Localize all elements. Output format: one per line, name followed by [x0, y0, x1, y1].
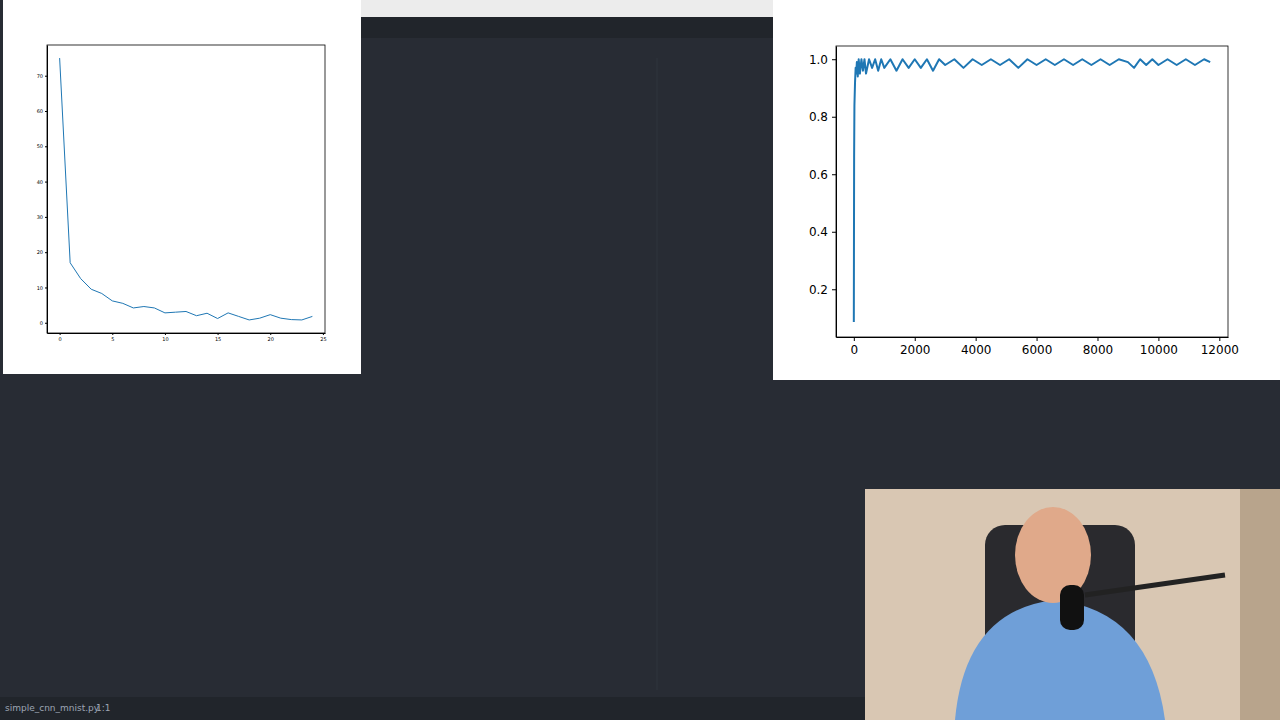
plot-frame — [47, 45, 325, 333]
y-tick-mark — [832, 117, 836, 118]
y-tick: 20 — [37, 249, 47, 255]
x-tick-mark — [854, 337, 855, 341]
y-axis: 0 10 20 30 40 50 60 70 — [37, 46, 48, 334]
x-tick-label: 10000 — [1140, 343, 1178, 357]
x-tick: 25 — [320, 333, 326, 342]
data-line — [60, 58, 313, 320]
y-tick-label: 1.0 — [809, 53, 828, 67]
x-tick-label: 15 — [215, 336, 221, 342]
x-tick-mark — [1037, 337, 1038, 341]
y-tick-label: 0.8 — [809, 110, 828, 124]
x-tick: 0 — [850, 337, 858, 357]
y-tick: 0.8 — [809, 110, 836, 124]
x-tick-label: 10 — [162, 336, 168, 342]
figure-panel — [773, 0, 1280, 380]
x-tick: 0 — [59, 333, 62, 342]
x-tick: 12000 — [1201, 337, 1239, 357]
y-tick-label: 30 — [37, 214, 43, 220]
x-tick-label: 6000 — [1022, 343, 1053, 357]
y-tick-label: 10 — [37, 285, 43, 291]
y-tick: 40 — [37, 179, 47, 185]
y-tick-label: 0.4 — [809, 225, 828, 239]
x-axis: 0 2000 4000 6000 8000 10000 12000 — [837, 337, 1239, 357]
webcam — [865, 489, 1280, 720]
y-tick-mark — [832, 289, 836, 290]
x-tick: 8000 — [1083, 337, 1114, 357]
x-tick-mark — [1219, 337, 1220, 341]
x-tick: 2000 — [900, 337, 931, 357]
y-tick-label: 50 — [37, 143, 43, 149]
y-tick: 60 — [37, 108, 47, 114]
title-bar — [361, 0, 773, 17]
x-tick: 15 — [215, 333, 221, 342]
x-tick-label: 4000 — [961, 343, 992, 357]
x-tick: 10000 — [1140, 337, 1178, 357]
figure-panel — [3, 0, 361, 374]
x-tick: 5 — [111, 333, 114, 342]
y-tick: 10 — [37, 285, 47, 291]
x-tick: 20 — [268, 333, 274, 342]
x-tick: 10 — [162, 333, 168, 342]
plot-area — [60, 58, 313, 320]
y-tick: 0.2 — [809, 283, 836, 297]
y-tick-label: 0 — [40, 320, 43, 326]
x-tick-mark — [1097, 337, 1098, 341]
chart: 0 5 10 15 20 25 0 10 20 30 40 50 60 70 — [37, 45, 327, 342]
x-axis: 0 5 10 15 20 25 — [48, 333, 327, 342]
y-tick-mark — [832, 232, 836, 233]
plot-frame — [836, 46, 1228, 337]
chart: 0 2000 4000 6000 8000 10000 12000 0.2 0.4 0.6 0.8 1… — [809, 46, 1239, 357]
webcam-bg — [865, 489, 1280, 720]
data-line — [854, 59, 1210, 322]
x-tick-label: 12000 — [1201, 343, 1239, 357]
x-tick-label: 20 — [268, 336, 274, 342]
status-cursor: 1:1 — [96, 703, 110, 713]
x-tick-mark — [1158, 337, 1159, 341]
x-tick-label: 5 — [111, 336, 114, 342]
background — [0, 0, 1280, 720]
y-tick: 30 — [37, 214, 47, 220]
webcam-blinds — [1240, 489, 1280, 720]
editor-divider — [657, 58, 658, 690]
y-tick-mark — [832, 174, 836, 175]
x-tick-label: 0 — [850, 343, 858, 357]
y-tick-label: 60 — [37, 108, 43, 114]
screen: simple_cnn_mnist.py1:1 0 5 10 15 20 25 0 10 20 30 4… — [0, 0, 1280, 720]
y-tick-label: 0.2 — [809, 283, 828, 297]
x-tick-mark — [915, 337, 916, 341]
y-tick-label: 40 — [37, 179, 43, 185]
webcam-arm — [1085, 575, 1225, 595]
x-tick-label: 2000 — [900, 343, 931, 357]
y-tick: 70 — [37, 73, 47, 79]
y-tick-label: 0.6 — [809, 168, 828, 182]
y-tick: 0.6 — [809, 168, 836, 182]
y-tick-label: 20 — [37, 249, 43, 255]
x-tick-mark — [976, 337, 977, 341]
x-tick-label: 8000 — [1083, 343, 1114, 357]
webcam-mic — [1060, 585, 1084, 630]
y-tick-mark — [832, 59, 836, 60]
status-filename: simple_cnn_mnist.py — [5, 703, 100, 713]
y-tick: 50 — [37, 143, 47, 149]
x-tick: 6000 — [1022, 337, 1053, 357]
y-tick: 1.0 — [809, 53, 836, 67]
plot-area — [854, 59, 1210, 322]
y-tick: 0.4 — [809, 225, 836, 239]
x-tick: 4000 — [961, 337, 992, 357]
y-axis: 0.2 0.4 0.6 0.8 1.0 — [809, 47, 837, 338]
tab-bar — [361, 17, 773, 38]
x-tick-label: 25 — [320, 336, 326, 342]
x-tick-label: 0 — [59, 336, 62, 342]
y-tick-label: 70 — [37, 73, 43, 79]
y-tick: 0 — [40, 320, 47, 326]
